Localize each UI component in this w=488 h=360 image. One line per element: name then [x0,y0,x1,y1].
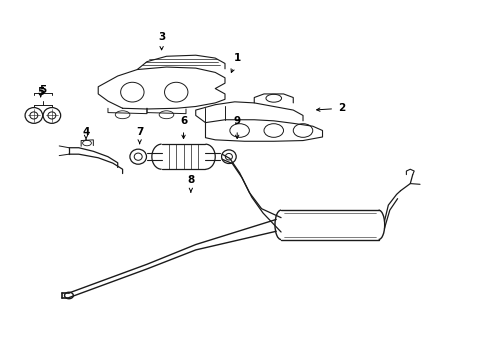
Text: 2: 2 [316,103,345,113]
Text: 5: 5 [40,85,47,95]
Text: 7: 7 [136,127,143,144]
Text: 9: 9 [233,116,240,139]
Text: 1: 1 [230,53,240,72]
Text: 3: 3 [158,32,165,50]
Text: 5: 5 [37,87,44,97]
Text: 8: 8 [187,175,194,192]
Text: 6: 6 [180,116,187,139]
Text: 4: 4 [82,127,89,139]
